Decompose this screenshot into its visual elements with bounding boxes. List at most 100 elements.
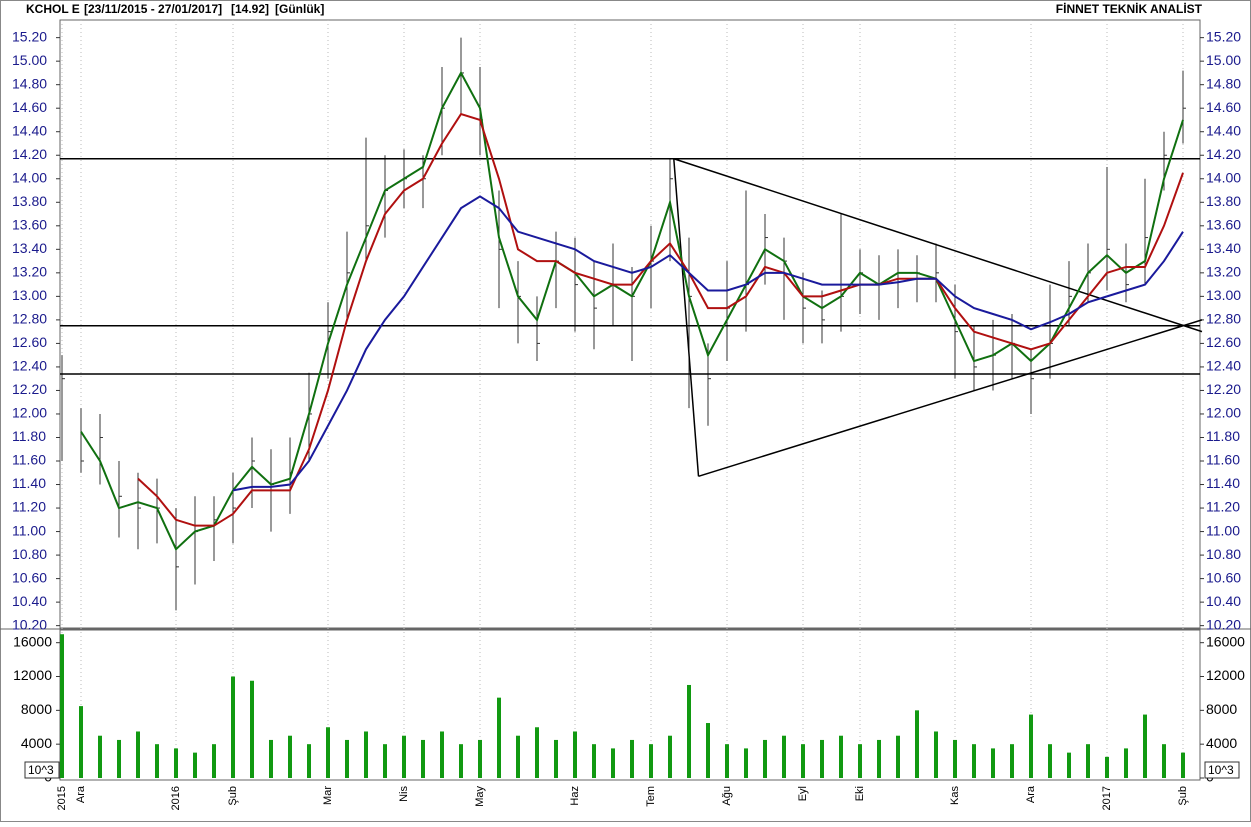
volume-bar	[1086, 744, 1090, 778]
y-tick-label: 14.80	[12, 75, 47, 91]
y-tick-label: 12.00	[12, 405, 47, 421]
volume-bar	[307, 744, 311, 778]
y-tick-label: 12.80	[12, 311, 47, 327]
volume-bar	[763, 739, 767, 778]
y-tick-label: 12.60	[1206, 334, 1241, 350]
volume-bar	[573, 731, 577, 778]
volume-bar	[1067, 752, 1071, 778]
y-tick-label: 11.60	[12, 452, 46, 468]
y-tick-label: 14.20	[1206, 146, 1241, 162]
volume-bar	[535, 727, 539, 778]
y-tick-label: 11.00	[12, 522, 46, 538]
y-tick-label: 14.40	[12, 122, 47, 138]
y-tick-label: 13.60	[12, 217, 47, 233]
y-tick-label: 13.80	[12, 193, 47, 209]
y-tick-label: 12.20	[1206, 381, 1241, 397]
x-tick-label: Haz	[569, 786, 581, 806]
y-tick-label: 12.40	[12, 358, 47, 374]
y-tick-label: 10.40	[1206, 593, 1241, 609]
trend-line	[698, 319, 1203, 478]
x-tick-label: Ağu	[721, 786, 733, 806]
volume-bar	[668, 735, 672, 778]
y-tick-label: 12.40	[1206, 358, 1241, 374]
volume-bar	[231, 676, 235, 778]
volume-bar	[212, 744, 216, 778]
symbol: KCHOL E	[26, 2, 80, 16]
x-tick-label: 2016	[170, 786, 182, 810]
y-tick-label: 14.00	[1206, 169, 1241, 185]
y-tick-label: 13.40	[1206, 240, 1241, 256]
volume-bar	[1162, 744, 1166, 778]
y-tick-label: 14.80	[1206, 75, 1241, 91]
y-tick-label: 10.60	[1206, 569, 1241, 585]
volume-bar	[630, 739, 634, 778]
date-range: [23/11/2015 - 27/01/2017]	[84, 2, 222, 16]
volume-bar	[915, 710, 919, 778]
y-tick-label: 4000	[21, 735, 52, 751]
y-tick-label: 10.80	[1206, 546, 1241, 562]
y-tick-label: 10.40	[12, 593, 47, 609]
y-tick-label: 11.20	[12, 499, 46, 515]
volume-bar	[155, 744, 159, 778]
y-tick-label: 10.20	[1206, 616, 1241, 632]
volume-bar	[497, 697, 501, 778]
volume-bar	[440, 731, 444, 778]
volume-bar	[839, 735, 843, 778]
x-tick-label: Nis	[398, 786, 410, 802]
volume-bar	[858, 744, 862, 778]
volume-bar	[459, 744, 463, 778]
y-tick-label: 12000	[1206, 667, 1245, 683]
x-tick-label: Şub	[1177, 786, 1189, 806]
y-tick-label: 10.60	[12, 569, 47, 585]
volume-bar	[1105, 756, 1109, 778]
volume-bar	[934, 731, 938, 778]
volume-bar	[1181, 752, 1185, 778]
y-tick-label: 11.40	[12, 475, 46, 491]
volume-bar	[516, 735, 520, 778]
y-tick-label: 14.40	[1206, 122, 1241, 138]
moving-average	[80, 70, 1184, 551]
volume-bar	[706, 723, 710, 778]
volume-bar	[554, 739, 558, 778]
y-tick-label: 11.40	[1206, 475, 1240, 491]
volume-bar	[1048, 744, 1052, 778]
volume-bar	[1124, 748, 1128, 778]
volume-bar	[1143, 714, 1147, 778]
y-tick-label: 14.20	[12, 146, 47, 162]
volume-bar	[345, 739, 349, 778]
y-tick-label: 13.00	[12, 287, 47, 303]
last-price: [14.92]	[231, 2, 269, 16]
trend-line	[673, 158, 1203, 333]
x-tick-label: Eki	[854, 786, 866, 801]
volume-bar	[60, 634, 64, 778]
volume-bar	[326, 727, 330, 778]
y-tick-label: 11.00	[1206, 522, 1240, 538]
y-tick-label: 15.00	[1206, 52, 1241, 68]
volume-bar	[744, 748, 748, 778]
y-tick-label: 15.20	[1206, 28, 1241, 44]
y-tick-label: 11.60	[1206, 452, 1240, 468]
volume-bar	[364, 731, 368, 778]
y-tick-label: 13.20	[1206, 264, 1241, 280]
volume-bar	[1029, 714, 1033, 778]
volume-bar	[1010, 744, 1014, 778]
volume-bar	[687, 684, 691, 778]
volume-bar	[877, 739, 881, 778]
y-tick-label: 10.20	[12, 616, 47, 632]
volume-bar	[801, 744, 805, 778]
y-tick-label: 15.00	[12, 52, 47, 68]
unit-box	[1204, 761, 1240, 779]
y-tick-label: 12.00	[1206, 405, 1241, 421]
y-tick-label: 13.00	[1206, 287, 1241, 303]
moving-average	[137, 112, 1184, 527]
volume-bar	[820, 739, 824, 778]
trend-line	[673, 158, 700, 477]
y-tick-label: 11.80	[12, 428, 46, 444]
x-tick-label: Eyl	[797, 786, 809, 801]
volume-bar	[402, 735, 406, 778]
volume-bar	[972, 744, 976, 778]
y-tick-label: 14.00	[12, 169, 47, 185]
y-tick-label: 12.20	[12, 381, 47, 397]
volume-bar	[592, 744, 596, 778]
